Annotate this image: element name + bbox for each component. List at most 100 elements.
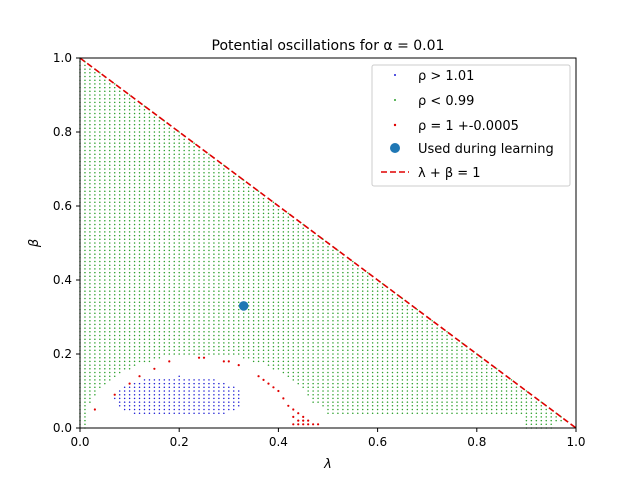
point-rho-low [366, 297, 369, 300]
point-rho-low [193, 282, 195, 285]
point-rho-low [247, 294, 250, 296]
point-rho-low [267, 242, 270, 244]
point-rho-low [421, 386, 423, 389]
point-rho-low [109, 342, 111, 344]
point-rho-high [123, 390, 126, 392]
point-rho-low [446, 349, 448, 352]
point-rho-low [252, 345, 255, 348]
point-rho-low [163, 160, 166, 163]
point-rho-low [84, 171, 86, 174]
point-rho-low [213, 308, 215, 311]
point-rho-low [322, 397, 324, 400]
point-rho-low [193, 331, 195, 333]
point-rho-low [203, 257, 205, 259]
point-rho-low [118, 356, 121, 359]
point-rho-low [193, 208, 195, 211]
point-rho-low [113, 142, 116, 144]
point-rho-low [188, 179, 190, 181]
point-rho-low [143, 264, 146, 266]
point-rho-low [203, 234, 205, 237]
point-rho-low [267, 257, 270, 259]
point-rho-low [104, 316, 106, 318]
point-rho-low [267, 286, 270, 289]
point-rho-low [213, 231, 215, 233]
point-rho-low [411, 408, 414, 411]
point-rho-low [525, 401, 528, 403]
point-rho-low [421, 382, 423, 385]
point-rho-low [366, 386, 369, 389]
point-rho-low [123, 183, 126, 185]
point-rho-low [247, 220, 250, 222]
point-rho-low [104, 160, 106, 163]
point-rho-high [208, 393, 210, 396]
point-rho-low [183, 290, 185, 292]
legend-label-rho-low: ρ < 0.99 [418, 94, 474, 109]
point-rho-high [203, 386, 205, 389]
point-rho-low [401, 301, 404, 303]
point-rho-low [148, 190, 151, 192]
point-rho-low [361, 334, 364, 337]
point-rho-low [143, 275, 146, 278]
point-rho-low [500, 375, 503, 377]
point-rho-low [84, 364, 86, 366]
point-rho-low [168, 271, 171, 274]
point-rho-low [312, 319, 314, 322]
point-rho-low [168, 205, 171, 207]
point-rho-low [198, 312, 200, 315]
point-rho-low [94, 197, 96, 200]
point-rho-low [123, 294, 126, 296]
point-rho-low [104, 201, 106, 204]
point-rho-low [416, 356, 419, 359]
point-rho-low [178, 271, 180, 274]
point-rho-low [332, 282, 334, 285]
point-rho-low [208, 271, 210, 274]
point-rho-low [223, 308, 225, 311]
point-rho-low [228, 338, 230, 340]
point-rho-low [84, 405, 86, 407]
point-rho-low [466, 375, 468, 377]
point-rho-low [426, 353, 428, 355]
point-rho-low [317, 245, 319, 248]
point-rho-low [342, 401, 344, 403]
point-rho-low [352, 356, 354, 359]
point-rho-low [252, 316, 255, 318]
point-rho-low [133, 345, 136, 348]
point-rho-high [237, 405, 240, 407]
point-rho-low [401, 323, 404, 326]
point-rho-low [198, 334, 200, 337]
point-rho-low [89, 275, 91, 278]
point-rho-low [332, 405, 334, 407]
point-rho-low [143, 208, 146, 211]
point-rho-low [411, 353, 414, 355]
point-rho-low [84, 268, 86, 270]
point-rho-low [168, 227, 171, 229]
point-rho-low [104, 364, 106, 366]
point-rho-low [163, 275, 166, 278]
point-rho-low [133, 223, 136, 226]
point-rho-high [183, 393, 185, 396]
point-rho-low [431, 401, 433, 403]
point-rho-low [416, 319, 419, 322]
point-rho-low [203, 338, 205, 340]
point-rho-low [505, 386, 508, 389]
point-rho-low [138, 268, 141, 270]
point-rho-low [123, 131, 126, 133]
point-rho-low [203, 216, 205, 218]
point-rho-low [520, 393, 523, 396]
point-rho-low [128, 175, 131, 178]
point-rho-low [267, 268, 270, 270]
legend-marker-learning [390, 143, 400, 153]
point-rho-high [198, 386, 200, 389]
point-rho-high [218, 382, 220, 385]
point-rho-low [352, 338, 354, 340]
point-rho-low [143, 249, 146, 252]
point-rho-low [312, 297, 314, 300]
point-rho-low [99, 238, 101, 241]
point-rho-low [525, 408, 528, 411]
point-rho-low [99, 168, 101, 170]
point-rho-low [540, 423, 543, 426]
point-rho-low [421, 401, 423, 403]
point-rho-low [183, 179, 185, 181]
point-rho-low [99, 175, 101, 178]
point-rho-low [208, 353, 210, 355]
